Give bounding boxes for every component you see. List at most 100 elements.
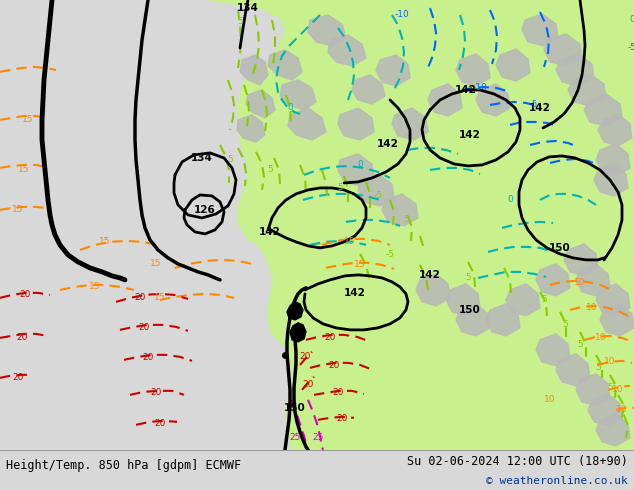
Text: -5: -5 <box>385 250 394 259</box>
Text: -10: -10 <box>472 83 488 93</box>
Polygon shape <box>596 414 630 446</box>
Polygon shape <box>287 302 303 320</box>
Polygon shape <box>536 334 570 366</box>
Text: 0: 0 <box>357 160 363 170</box>
Polygon shape <box>564 244 598 276</box>
Text: 15: 15 <box>154 294 165 302</box>
Text: 5: 5 <box>227 155 233 165</box>
Text: 142: 142 <box>259 227 281 237</box>
Polygon shape <box>358 174 394 206</box>
Text: 10: 10 <box>574 278 586 288</box>
Polygon shape <box>237 115 265 142</box>
Polygon shape <box>596 144 630 176</box>
Polygon shape <box>210 0 634 450</box>
Polygon shape <box>536 264 570 296</box>
Text: 20: 20 <box>154 419 165 428</box>
Text: 142: 142 <box>455 85 477 95</box>
Polygon shape <box>588 394 622 426</box>
Text: 142: 142 <box>459 130 481 140</box>
Text: 20: 20 <box>150 389 162 397</box>
Text: 20: 20 <box>336 415 347 423</box>
Polygon shape <box>522 14 558 46</box>
Polygon shape <box>544 34 582 66</box>
Text: 20: 20 <box>328 361 340 370</box>
Text: 20: 20 <box>16 333 28 343</box>
Text: -5: -5 <box>530 100 538 109</box>
Text: 5: 5 <box>337 183 343 193</box>
Polygon shape <box>576 264 610 296</box>
Polygon shape <box>476 84 510 116</box>
Text: 150: 150 <box>284 403 306 413</box>
Text: 150: 150 <box>459 305 481 315</box>
Polygon shape <box>382 194 418 226</box>
Polygon shape <box>486 304 520 336</box>
Polygon shape <box>598 114 632 146</box>
Text: 15: 15 <box>100 237 111 246</box>
Text: 10: 10 <box>544 395 556 404</box>
Polygon shape <box>600 304 634 336</box>
Text: 20: 20 <box>325 333 335 343</box>
Polygon shape <box>596 284 630 316</box>
Text: 10: 10 <box>595 333 607 343</box>
Text: 142: 142 <box>419 270 441 280</box>
Text: 10: 10 <box>604 357 616 367</box>
Polygon shape <box>594 164 628 196</box>
Polygon shape <box>392 108 428 140</box>
Text: 0: 0 <box>287 103 293 113</box>
Polygon shape <box>576 374 610 406</box>
Polygon shape <box>584 94 622 126</box>
Text: 10: 10 <box>612 385 624 394</box>
Polygon shape <box>376 55 410 86</box>
Text: -5: -5 <box>373 192 382 200</box>
Text: 5: 5 <box>403 216 409 224</box>
Polygon shape <box>290 323 306 342</box>
Polygon shape <box>416 274 450 306</box>
Polygon shape <box>428 84 462 116</box>
Text: 142: 142 <box>377 139 399 149</box>
Text: 0: 0 <box>629 16 634 24</box>
Text: 142: 142 <box>529 103 551 113</box>
Text: 5: 5 <box>562 320 568 329</box>
Text: 150: 150 <box>549 243 571 253</box>
Text: 15: 15 <box>354 260 366 270</box>
Polygon shape <box>240 55 268 85</box>
Polygon shape <box>496 49 530 81</box>
Polygon shape <box>446 284 480 316</box>
Text: 10: 10 <box>586 303 598 313</box>
Text: 15: 15 <box>344 237 356 246</box>
Polygon shape <box>328 35 366 66</box>
Text: 20: 20 <box>142 353 153 363</box>
Text: 5: 5 <box>541 295 547 304</box>
Text: 5: 5 <box>577 341 583 349</box>
Text: 25: 25 <box>289 433 301 442</box>
Text: 20: 20 <box>134 294 146 302</box>
Polygon shape <box>288 108 326 140</box>
Polygon shape <box>308 15 346 46</box>
Text: 134: 134 <box>191 153 213 163</box>
Polygon shape <box>456 54 490 86</box>
Text: 5: 5 <box>607 383 613 392</box>
Text: 15: 15 <box>12 205 23 215</box>
Text: 20: 20 <box>19 291 30 299</box>
Text: -10: -10 <box>394 10 410 20</box>
Polygon shape <box>246 90 275 118</box>
Text: 5: 5 <box>237 18 243 26</box>
Text: © weatheronline.co.uk: © weatheronline.co.uk <box>486 476 628 486</box>
Polygon shape <box>556 354 590 386</box>
Text: Height/Temp. 850 hPa [gdpm] ECMWF: Height/Temp. 850 hPa [gdpm] ECMWF <box>6 459 242 471</box>
Text: 5: 5 <box>465 273 471 282</box>
Polygon shape <box>338 154 374 186</box>
Polygon shape <box>556 54 594 86</box>
Text: 5: 5 <box>267 166 273 174</box>
Polygon shape <box>352 75 385 104</box>
Text: 134: 134 <box>237 3 259 13</box>
Polygon shape <box>268 50 302 80</box>
Polygon shape <box>280 80 316 110</box>
Text: 126: 126 <box>194 205 216 215</box>
Text: 20: 20 <box>332 389 344 397</box>
Text: 5: 5 <box>595 364 601 372</box>
Text: 15: 15 <box>18 166 30 174</box>
Text: 20: 20 <box>12 373 23 382</box>
Text: 142: 142 <box>344 288 366 298</box>
Text: 15: 15 <box>150 259 162 269</box>
